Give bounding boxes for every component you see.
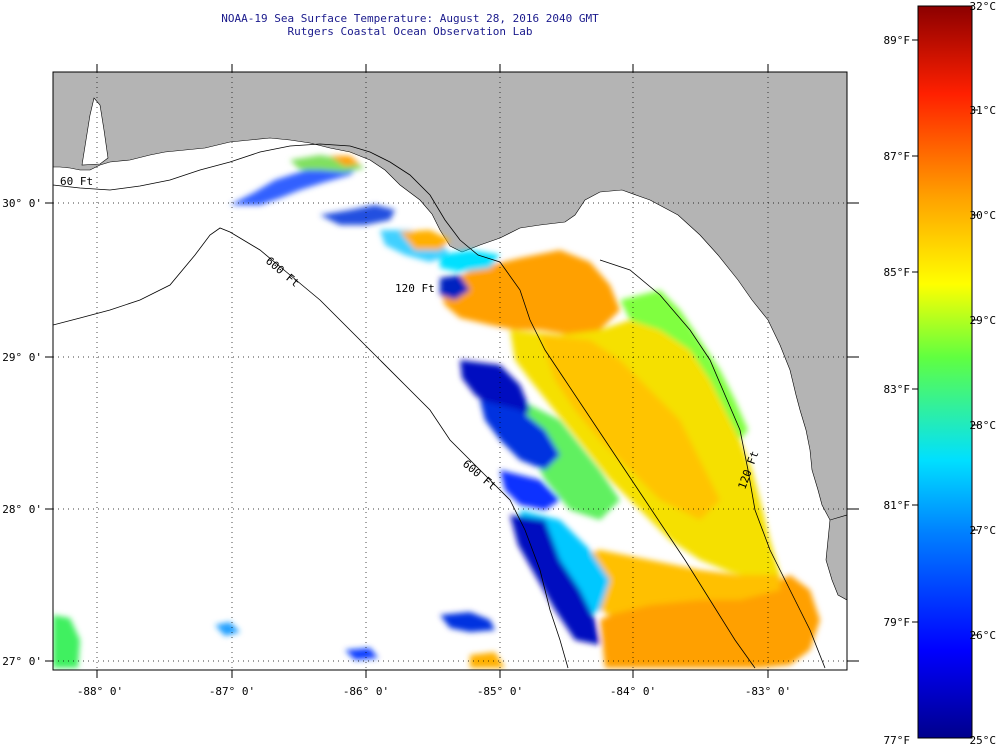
lat-tick-label: 27° 0' [2,655,42,668]
contour-label-120ft: 120 Ft [395,282,435,295]
contour-label-60ft: 60 Ft [60,175,93,188]
lon-tick-label: -88° 0' [77,685,123,698]
lon-tick-label: -83° 0' [745,685,791,698]
depth-contours [53,143,826,669]
lon-tick-label: -86° 0' [343,685,389,698]
lon-tick-label: -84° 0' [610,685,656,698]
lon-tick-label: -85° 0' [477,685,523,698]
map-subtitle: Rutgers Coastal Ocean Observation Lab [287,25,533,38]
lon-tick-label: -87° 0' [209,685,255,698]
lat-tick-label: 30° 0' [2,197,42,210]
land-mass [53,72,847,546]
lat-tick-label: 29° 0' [2,351,42,364]
lat-tick-label: 28° 0' [2,503,42,516]
map-title: NOAA-19 Sea Surface Temperature: August … [221,12,599,25]
